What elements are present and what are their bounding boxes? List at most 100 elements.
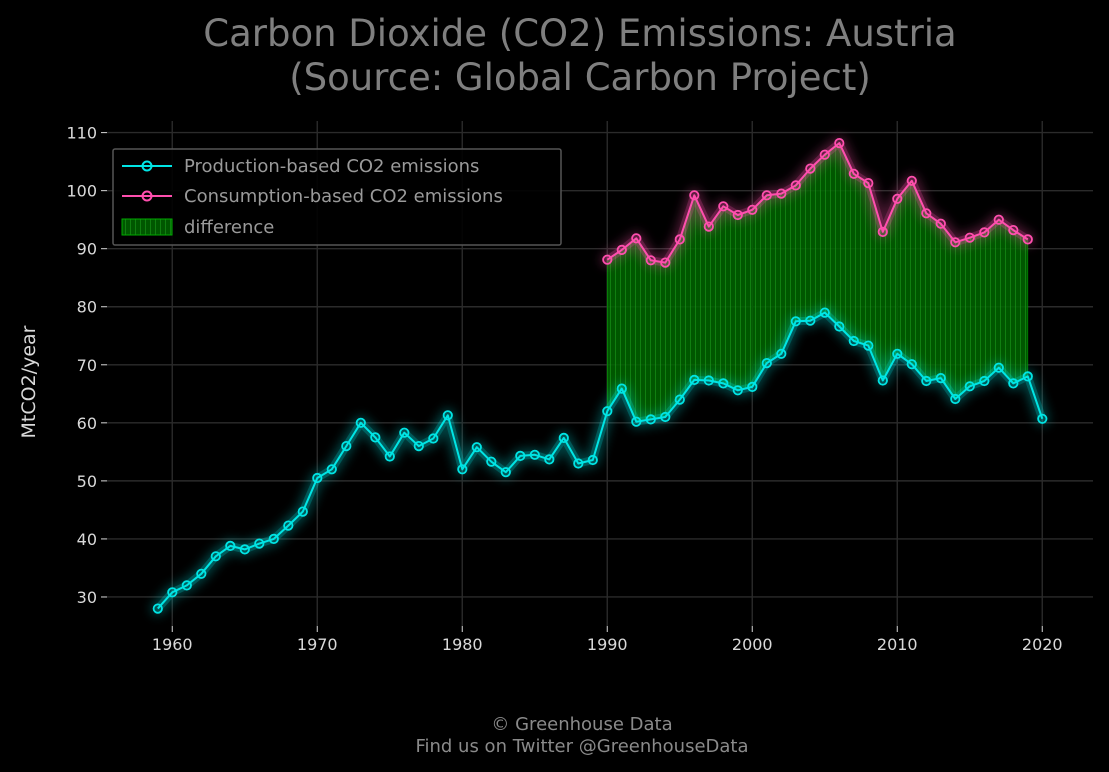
production-point-1985	[529, 449, 540, 460]
consumption-point-2018	[1008, 225, 1019, 236]
production-point-1966	[254, 538, 265, 549]
y-axis-ticks: 30 40 50 60 70 80 90 100 110	[66, 124, 107, 607]
production-point-2004	[805, 315, 816, 326]
difference-area	[606, 142, 1029, 423]
production-point-1986	[544, 454, 555, 465]
production-point-2014	[950, 393, 961, 405]
production-point-1969	[297, 506, 308, 517]
production-point-1993	[645, 414, 656, 425]
legend-consumption-marker	[141, 190, 153, 202]
production-series	[150, 305, 1050, 616]
production-point-2002	[776, 348, 787, 359]
production-point-2001	[761, 357, 772, 369]
y-tick-label-90: 90	[77, 240, 97, 259]
production-point-2015	[964, 381, 975, 392]
consumption-point-2002	[776, 188, 787, 199]
production-point-2009	[877, 375, 888, 386]
production-point-1972	[341, 440, 352, 452]
production-point-1983	[500, 467, 511, 478]
production-point-1978	[428, 433, 439, 444]
production-point-1971	[326, 464, 337, 475]
consumption-point-1993	[645, 255, 656, 266]
legend-production-label: Production-based CO2 emissions	[184, 156, 479, 177]
x-tick-label-2020: 2020	[1022, 635, 1063, 654]
production-point-1988	[573, 458, 584, 469]
consumption-point-2003	[790, 180, 801, 191]
legend-production-marker	[141, 160, 153, 172]
consumption-point-1992	[631, 233, 642, 244]
production-point-2013	[935, 372, 946, 384]
production-point-2007	[848, 335, 859, 347]
consumption-point-1994	[660, 257, 671, 268]
production-point-1997	[703, 375, 714, 386]
consumption-point-2011	[906, 175, 917, 186]
chart-title: Carbon Dioxide (CO2) Emissions: Austria	[203, 12, 956, 55]
production-point-2010	[892, 348, 903, 359]
production-point-1961	[181, 580, 192, 591]
production-point-2008	[863, 340, 874, 351]
consumption-point-2013	[935, 218, 946, 229]
production-point-1975	[384, 451, 395, 462]
production-point-2011	[906, 359, 917, 370]
consumption-point-2009	[877, 226, 888, 237]
consumption-point-1996	[689, 190, 700, 201]
production-point-1965	[239, 544, 250, 555]
x-axis-ticks: 1960 1970 1980 1990 2000 2010 2020	[152, 626, 1063, 654]
consumption-point-2007	[848, 168, 859, 179]
legend-consumption-label: Consumption-based CO2 emissions	[184, 186, 503, 207]
x-tick-label-1980: 1980	[442, 635, 483, 654]
production-point-1979	[442, 410, 453, 421]
production-point-1992	[631, 416, 642, 427]
production-point-1967	[268, 533, 279, 545]
consumption-point-1997	[703, 221, 714, 232]
production-point-2018	[1008, 378, 1019, 389]
production-point-1976	[399, 427, 410, 438]
consumption-point-1998	[718, 201, 729, 212]
consumption-series	[600, 136, 1035, 270]
consumption-point-1999	[732, 209, 743, 221]
production-point-1962	[196, 568, 207, 579]
production-point-1977	[413, 440, 424, 452]
production-point-2016	[979, 375, 990, 387]
consumption-point-2010	[892, 193, 903, 204]
legend-difference-swatch	[121, 218, 173, 236]
production-point-1960	[167, 587, 178, 598]
y-tick-label-70: 70	[77, 356, 97, 375]
x-tick-label-1960: 1960	[152, 635, 193, 654]
footer-twitter: Find us on Twitter @GreenhouseData	[415, 736, 748, 757]
consumption-point-2015	[964, 232, 975, 243]
production-point-1970	[312, 472, 323, 484]
chart-subtitle: (Source: Global Carbon Project)	[289, 56, 871, 99]
legend-difference-label: difference	[184, 217, 274, 238]
consumption-point-2017	[993, 214, 1004, 225]
production-point-1998	[718, 378, 729, 389]
x-tick-label-2000: 2000	[732, 635, 773, 654]
production-point-2000	[747, 381, 758, 392]
legend-frame	[112, 148, 562, 246]
production-point-1968	[283, 520, 294, 531]
series-layer	[150, 136, 1050, 616]
production-point-1987	[558, 432, 569, 443]
production-point-1973	[355, 417, 366, 428]
x-tick-label-2010: 2010	[877, 635, 918, 654]
production-point-1982	[486, 456, 497, 467]
production-point-2006	[834, 321, 845, 332]
y-tick-label-110: 110	[66, 124, 97, 143]
production-point-1989	[587, 454, 598, 466]
production-point-1964	[225, 540, 236, 552]
y-tick-label-100: 100	[66, 182, 97, 201]
production-point-1994	[660, 411, 671, 423]
production-point-1996	[689, 374, 700, 385]
production-glow	[150, 305, 1050, 616]
legend: Production-based CO2 emissions Consumpti…	[112, 148, 562, 246]
production-point-1995	[674, 394, 685, 405]
production-point-2005	[819, 307, 830, 318]
y-tick-label-60: 60	[77, 414, 97, 433]
consumption-point-2008	[863, 178, 874, 189]
production-point-1963	[210, 551, 221, 562]
production-point-1990	[602, 406, 613, 417]
y-tick-label-30: 30	[77, 588, 97, 607]
consumption-point-2014	[950, 237, 961, 248]
production-point-1981	[471, 442, 482, 453]
